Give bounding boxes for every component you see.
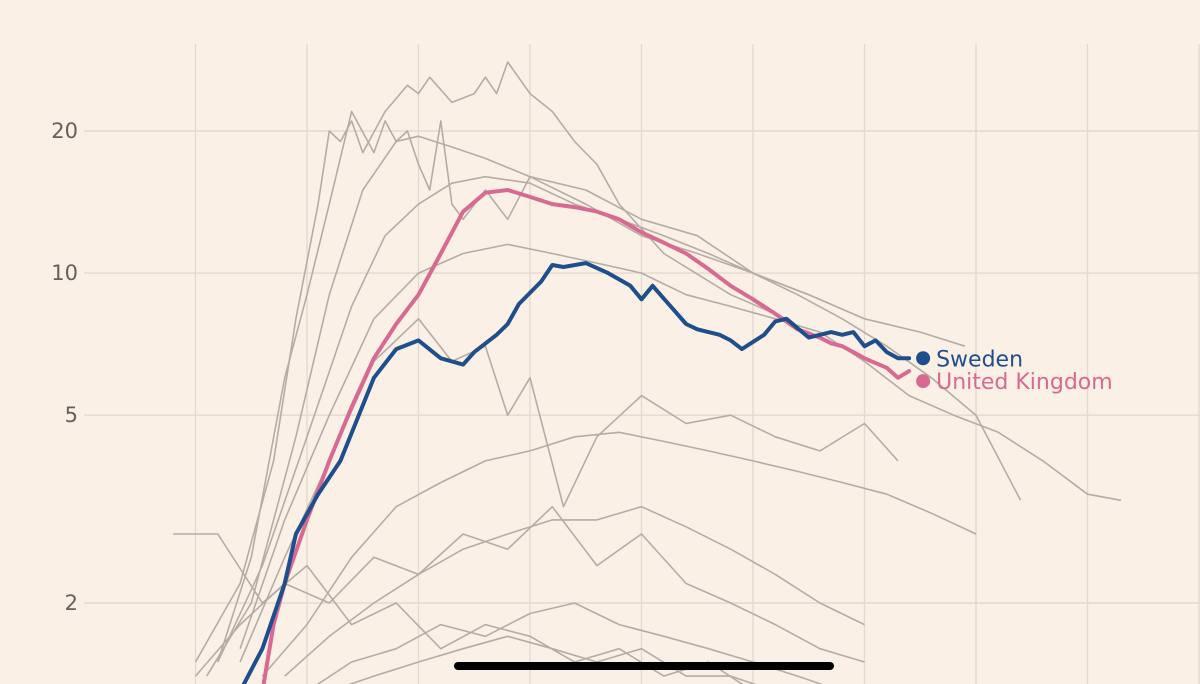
y-tick-label: 2	[65, 591, 78, 615]
united-kingdom-end-marker	[916, 374, 931, 389]
y-axis-ticks: 2 5 10 20	[51, 119, 78, 615]
y-tick-label: 5	[65, 403, 78, 427]
country-line	[173, 533, 744, 684]
country-line	[217, 110, 865, 663]
country-line	[206, 135, 966, 677]
country-line	[284, 505, 865, 677]
united-kingdom-label: United Kingdom	[936, 370, 1113, 395]
sweden-line	[241, 261, 912, 684]
country-line	[239, 243, 1122, 649]
country-line	[194, 61, 787, 663]
country-line	[194, 505, 865, 677]
y-tick-label: 20	[51, 119, 78, 143]
country-line	[217, 175, 1022, 663]
sweden-end-marker	[916, 351, 931, 366]
sweden-label: Sweden	[936, 347, 1023, 372]
country-line	[261, 431, 977, 677]
country-line	[348, 635, 757, 684]
country-line	[239, 318, 899, 663]
home-indicator[interactable]	[454, 662, 834, 670]
y-tick-label: 10	[51, 261, 78, 285]
united-kingdom-line	[261, 188, 912, 684]
